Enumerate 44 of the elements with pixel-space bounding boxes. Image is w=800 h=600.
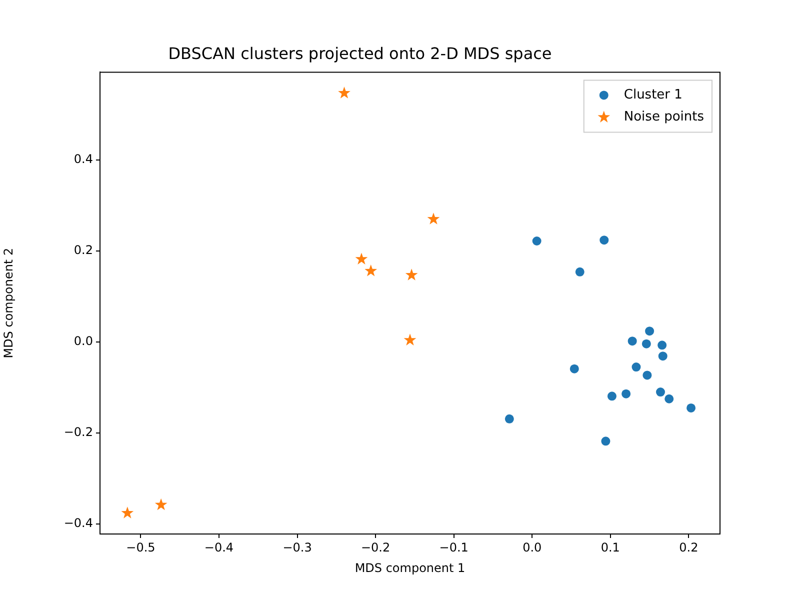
x-tick-label: 0.1 (600, 540, 620, 554)
y-tick-label: −0.4 (64, 516, 93, 530)
y-tick-label: 0.4 (74, 152, 93, 166)
point (504, 414, 514, 424)
point (607, 392, 616, 401)
x-axis-title: MDS component 1 (354, 560, 466, 575)
point (570, 364, 579, 374)
point (600, 236, 609, 245)
point (656, 388, 666, 397)
point (364, 264, 378, 276)
point (622, 389, 631, 398)
legend-label: Noise points (624, 110, 704, 125)
x-tick-label: −0.5 (126, 540, 156, 554)
point (404, 334, 416, 346)
x-tick-label: 0.0 (522, 540, 542, 554)
x-tick-label: −0.3 (282, 540, 312, 554)
point (658, 352, 668, 361)
point (427, 212, 440, 224)
chart-title: DBSCAN clusters projected onto 2-D MDS space (168, 44, 552, 63)
x-tick-label: −0.2 (360, 540, 390, 554)
legend-label: Cluster 1 (624, 88, 682, 103)
x-tick-label: −0.4 (204, 540, 234, 554)
y-tick-label: 0.2 (74, 243, 93, 258)
point (664, 394, 674, 404)
point (632, 362, 641, 372)
point (645, 326, 654, 336)
x-tick-label: 0.2 (679, 540, 698, 554)
point (686, 403, 696, 412)
x-tick-label: −0.1 (439, 540, 468, 554)
point (642, 370, 652, 380)
point (628, 336, 637, 346)
point (355, 252, 368, 264)
y-axis-title: MDS component 2 (1, 248, 16, 358)
y-tick-label: 0.0 (74, 334, 93, 348)
point (405, 268, 418, 280)
point (601, 436, 610, 446)
point (658, 340, 667, 350)
point (154, 498, 168, 510)
point (338, 86, 350, 98)
point (121, 506, 134, 518)
y-tick-label: −0.2 (64, 425, 93, 440)
point (532, 236, 542, 246)
point (642, 339, 651, 348)
point (575, 267, 584, 276)
